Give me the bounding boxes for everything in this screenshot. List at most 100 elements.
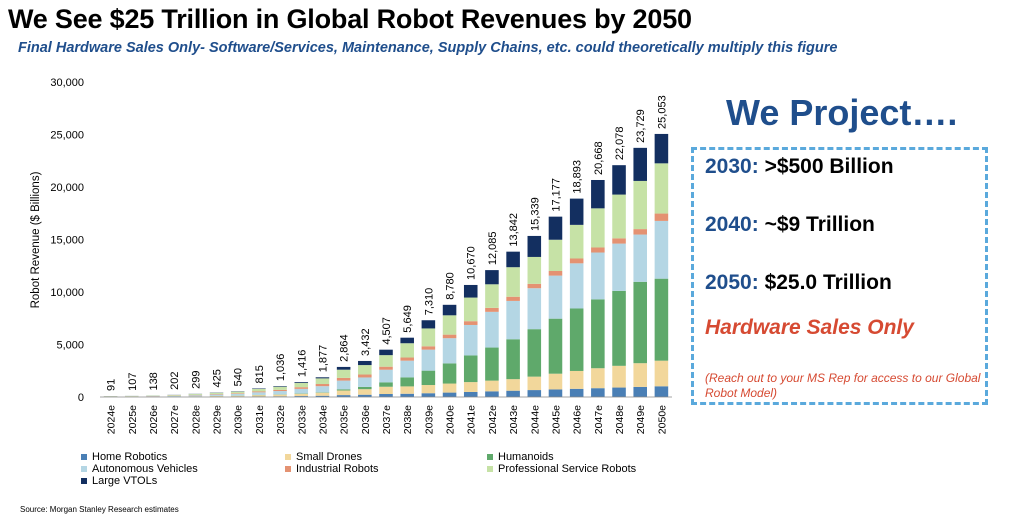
- bar-segment-home-robotics: [463, 391, 478, 397]
- bar-total-label: 20,668: [593, 141, 605, 175]
- bar-segment-industrial-robots: [252, 391, 266, 393]
- bar-segment-home-robotics: [336, 395, 351, 397]
- bar-segment-industrial-robots: [421, 346, 436, 350]
- bar-segment-autonomous-vehicles: [273, 391, 287, 395]
- y-tick-label: 30,000: [50, 77, 84, 89]
- legend-swatch: [285, 466, 291, 472]
- legend-item: Home Robotics: [81, 451, 167, 463]
- legend-swatch: [81, 454, 87, 460]
- bar-segment-professional-service-robots: [315, 378, 330, 385]
- bar-segment-autonomous-vehicles: [230, 393, 245, 396]
- legend-label: Small Drones: [296, 451, 363, 463]
- x-tick-label: 2036e: [360, 405, 372, 434]
- bar-segment-small-drones: [569, 370, 584, 389]
- x-tick-label: 2048e: [614, 405, 626, 434]
- bar-segment-industrial-robots: [400, 357, 414, 361]
- bar-segment-home-robotics: [612, 387, 626, 397]
- legend-item: Small Drones: [285, 451, 362, 463]
- bar-total-label: 540: [233, 368, 245, 386]
- bar-segment-professional-service-robots: [421, 328, 436, 347]
- bar-segment-large-vtols: [506, 251, 520, 268]
- bar-segment-professional-service-robots: [569, 224, 584, 259]
- bar-segment-industrial-robots: [336, 377, 351, 381]
- bar-total-label: 425: [212, 369, 224, 387]
- x-tick-label: 2035e: [339, 405, 351, 434]
- bar-segment-humanoids: [612, 290, 626, 366]
- bar-segment-small-drones: [442, 383, 457, 393]
- x-tick-label: 2038e: [402, 405, 414, 434]
- bar-segment-humanoids: [654, 278, 669, 361]
- projection-year: 2030:: [705, 155, 759, 178]
- x-tick-label: 2027e: [169, 405, 181, 434]
- chart-title: We See $25 Trillion in Global Robot Reve…: [8, 4, 692, 34]
- bar-segment-professional-service-robots: [167, 394, 181, 396]
- bar-segment-large-vtols: [294, 382, 309, 383]
- bar-segment-professional-service-robots: [442, 315, 457, 335]
- bar-segment-industrial-robots: [485, 307, 499, 312]
- y-tick-label: 20,000: [50, 182, 84, 194]
- bar-segment-professional-service-robots: [633, 180, 647, 230]
- legend-swatch: [81, 478, 87, 484]
- bar-total-label: 12,085: [487, 231, 499, 265]
- bar-segment-home-robotics: [421, 393, 436, 397]
- bar-segment-industrial-robots: [463, 321, 478, 325]
- bar-segment-large-vtols: [591, 179, 605, 209]
- x-tick-label: 2026e: [148, 405, 160, 434]
- bar-segment-industrial-robots: [379, 366, 393, 370]
- x-tick-label: 2039e: [423, 405, 435, 434]
- bar-segment-small-drones: [336, 390, 351, 396]
- legend-item: Large VTOLs: [81, 475, 157, 487]
- hardware-only-label: Hardware Sales Only: [705, 316, 914, 339]
- bar-segment-humanoids: [633, 281, 647, 364]
- bar-segment-professional-service-robots: [209, 392, 224, 395]
- bar-segment-autonomous-vehicles: [252, 392, 266, 395]
- bar-segment-large-vtols: [442, 304, 457, 316]
- bar-segment-small-drones: [230, 395, 245, 397]
- bar-segment-home-robotics: [485, 391, 499, 397]
- y-tick-label: 5,000: [56, 340, 84, 352]
- legend-swatch: [487, 466, 493, 472]
- bar-segment-autonomous-vehicles: [421, 349, 436, 371]
- x-tick-label: 2041e: [466, 405, 478, 434]
- bar-segment-large-vtols: [633, 147, 647, 181]
- projection-row-2040: 2040: ~$9 Trillion: [705, 213, 875, 237]
- bar-segment-small-drones: [654, 360, 669, 387]
- bar-segment-humanoids: [569, 308, 584, 371]
- bar-segment-humanoids: [527, 329, 542, 377]
- legend-swatch: [81, 466, 87, 472]
- x-tick-label: 2029e: [212, 405, 224, 434]
- x-tick-label: 2024e: [106, 405, 118, 434]
- bar-segment-large-vtols: [654, 133, 669, 164]
- bar-segment-small-drones: [400, 386, 414, 394]
- bar-total-label: 202: [169, 372, 181, 390]
- bar-segment-large-vtols: [612, 165, 626, 195]
- bar-segment-small-drones: [633, 363, 647, 387]
- bar-segment-industrial-robots: [569, 258, 584, 264]
- bar-segment-autonomous-vehicles: [591, 252, 605, 300]
- bar-segment-humanoids: [442, 363, 457, 384]
- chart-subtitle: Final Hardware Sales Only- Software/Serv…: [18, 40, 838, 56]
- bar-segment-humanoids: [463, 355, 478, 383]
- bar-total-label: 22,078: [614, 127, 626, 161]
- bar-segment-home-robotics: [379, 394, 393, 397]
- bar-segment-home-robotics: [400, 393, 414, 397]
- x-tick-label: 2043e: [508, 405, 520, 434]
- bar-segment-autonomous-vehicles: [336, 380, 351, 390]
- bar-segment-home-robotics: [654, 386, 669, 397]
- bar-segment-autonomous-vehicles: [485, 311, 499, 348]
- bar-segment-professional-service-robots: [612, 194, 626, 239]
- legend-swatch: [285, 454, 291, 460]
- bar-segment-industrial-robots: [506, 296, 520, 301]
- bar-segment-large-vtols: [548, 216, 563, 240]
- bar-segment-small-drones: [421, 385, 436, 394]
- x-tick-label: 2042e: [487, 405, 499, 434]
- projection-year: 2050:: [705, 271, 759, 294]
- bar-segment-humanoids: [400, 377, 414, 387]
- bar-total-label: 25,053: [656, 95, 668, 129]
- bar-segment-home-robotics: [442, 392, 457, 397]
- bar-segment-home-robotics: [569, 388, 584, 397]
- bar-segment-professional-service-robots: [252, 388, 266, 392]
- bar-segment-small-drones: [612, 365, 626, 388]
- bar-segment-humanoids: [421, 370, 436, 386]
- x-tick-label: 2047e: [593, 405, 605, 434]
